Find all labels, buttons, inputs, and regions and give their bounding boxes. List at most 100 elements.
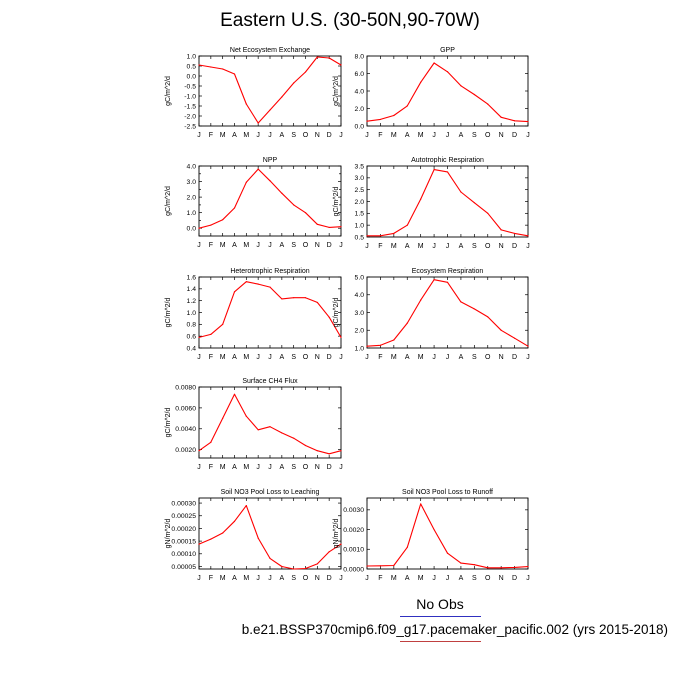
data-point (281, 192, 283, 194)
y-tick-label: -0.5 (184, 83, 196, 90)
data-point (366, 235, 368, 237)
data-point (446, 281, 449, 283)
x-tick-label: J (526, 132, 530, 139)
x-tick-label: S (291, 575, 296, 582)
data-point (406, 322, 408, 324)
data-point (527, 566, 529, 568)
y-axis-label: gC/m^2/d (333, 298, 340, 328)
data-point (210, 333, 212, 335)
x-tick-label: O (303, 575, 309, 582)
x-tick-label: J (432, 243, 436, 250)
y-tick-label: 1.4 (187, 286, 197, 293)
data-point (366, 345, 368, 347)
data-point (293, 297, 295, 299)
x-tick-label: A (405, 575, 410, 582)
data-point (527, 345, 529, 347)
chart-panel-1: Net Ecosystem Exchange gC/m^2/d 1.0 0.5 0.0 -… (165, 47, 343, 139)
x-tick-label: N (315, 242, 320, 249)
data-point (245, 281, 247, 283)
data-point (460, 85, 462, 87)
y-axis-label: gN/m^2/d (333, 519, 340, 549)
plot-frame (198, 55, 342, 127)
data-point (210, 441, 212, 443)
y-tick-label: 0.0040 (175, 426, 196, 433)
data-point (269, 109, 271, 111)
x-tick-label: D (512, 132, 517, 139)
data-point (379, 235, 382, 237)
y-tick-label: 0.0060 (175, 405, 196, 412)
chart-panel-6: Ecosystem Respiration gC/m^2/d 5.0 4.0 3.0 2.… (333, 268, 530, 361)
y-tick-label: 1.0 (187, 210, 197, 217)
y-tick-label: 3.5 (355, 163, 365, 170)
y-tick-label: 0.0 (187, 73, 197, 80)
y-tick-label: 0.5 (355, 234, 365, 241)
x-tick-label: M (391, 132, 397, 139)
x-tick-label: A (405, 132, 410, 139)
x-tick-label: M (391, 243, 397, 250)
data-point (340, 226, 342, 228)
data-point (293, 437, 295, 439)
data-point (500, 229, 502, 231)
data-point (210, 224, 212, 226)
data-point (340, 64, 342, 66)
data-point (328, 57, 330, 59)
chart-title: Soil NO3 Pool Loss to Leaching (221, 489, 320, 496)
x-tick-label: N (499, 243, 504, 250)
data-point (233, 393, 236, 395)
y-tick-label: 0.0020 (343, 527, 364, 534)
data-point (269, 180, 271, 182)
data-point (473, 93, 475, 96)
data-point (316, 56, 318, 58)
x-tick-label: M (418, 243, 424, 250)
data-point (500, 329, 502, 331)
x-tick-label: M (418, 132, 424, 139)
chart-title: NPP (263, 157, 278, 164)
y-tick-label: 0.5 (187, 63, 197, 70)
x-tick-label: J (526, 575, 530, 582)
data-point (340, 336, 342, 338)
data-point (393, 339, 395, 341)
data-point (328, 453, 330, 455)
x-tick-label: J (197, 242, 201, 249)
x-tick-label: M (220, 354, 226, 361)
data-point (245, 181, 247, 183)
x-tick-label: J (339, 354, 343, 361)
x-tick-label: J (268, 464, 272, 471)
series-line (198, 505, 342, 570)
data-point (446, 71, 449, 73)
x-tick-label: M (418, 354, 424, 361)
data-point (379, 344, 382, 346)
x-tick-label: D (327, 575, 332, 582)
y-tick-label: 4.0 (355, 88, 365, 95)
data-point (393, 232, 395, 235)
x-tick-label: F (209, 464, 213, 471)
data-point (513, 232, 516, 235)
x-tick-label: M (243, 242, 249, 249)
y-axis-label: gC/m^2/d (165, 408, 172, 438)
data-point (420, 299, 422, 301)
data-point (257, 168, 259, 170)
x-tick-label: J (197, 464, 201, 471)
x-tick-label: O (303, 132, 309, 139)
x-tick-label: M (391, 354, 397, 361)
data-point (433, 528, 435, 531)
data-point (233, 291, 236, 293)
y-tick-label: 1.0 (355, 345, 365, 352)
x-tick-label: O (485, 354, 491, 361)
data-point (222, 219, 224, 221)
x-tick-label: N (315, 464, 320, 471)
data-point (473, 308, 475, 310)
x-tick-label: J (365, 132, 369, 139)
x-tick-label: M (391, 575, 397, 582)
data-point (281, 96, 283, 98)
x-tick-label: F (378, 132, 382, 139)
chart-title: Heterotrophic Respiration (230, 268, 309, 275)
data-point (316, 450, 318, 452)
y-tick-label: 0.0020 (175, 447, 196, 454)
plot-frame (366, 55, 529, 127)
x-tick-label: M (243, 354, 249, 361)
x-tick-label: O (303, 354, 309, 361)
data-point (198, 64, 200, 66)
y-axis-label: gC/m^2/d (165, 76, 172, 106)
x-tick-label: A (405, 354, 410, 361)
